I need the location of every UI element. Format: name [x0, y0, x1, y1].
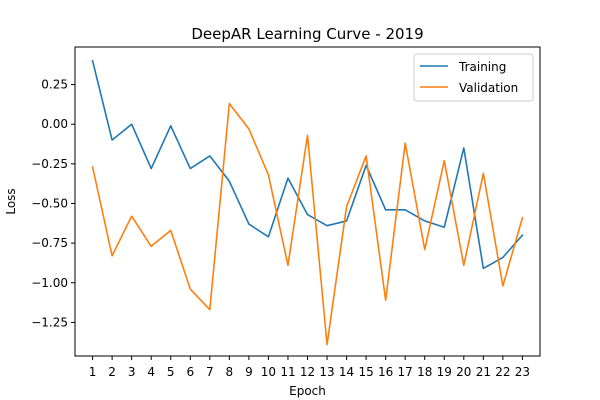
x-tick-label: 16: [378, 365, 393, 379]
x-tick-label: 9: [245, 365, 253, 379]
x-tick-label: 21: [476, 365, 491, 379]
x-tick-label: 19: [437, 365, 452, 379]
x-tick-label: 2: [108, 365, 116, 379]
y-axis-label: Loss: [4, 188, 18, 214]
x-tick-label: 20: [456, 365, 471, 379]
chart-title: DeepAR Learning Curve - 2019: [191, 25, 423, 43]
legend: Training Validation: [413, 53, 534, 102]
x-tick-label: 3: [128, 365, 136, 379]
legend-label-validation: Validation: [459, 81, 518, 95]
y-tick-label: −1.00: [31, 276, 68, 290]
x-tick-label: 10: [261, 365, 276, 379]
x-axis: 1 2 3 4 5 6 7 8 9 10 11 12 13 14 15 16 17 18 19 20 21 22 23: [89, 356, 530, 379]
y-tick-label: −1.25: [31, 315, 68, 329]
y-tick-label: 0.25: [41, 78, 68, 92]
x-tick-label: 4: [147, 365, 155, 379]
series-layer: [91, 59, 524, 346]
legend-label-training: Training: [458, 60, 506, 74]
x-tick-label: 11: [280, 365, 295, 379]
x-tick-label: 6: [186, 365, 194, 379]
series-line-validation: [91, 102, 524, 346]
y-axis: 0.25 0.00 −0.25 −0.50 −0.75 −1.00 −1.25: [31, 78, 75, 329]
x-tick-label: 22: [495, 365, 510, 379]
x-tick-label: 17: [398, 365, 413, 379]
x-tick-label: 7: [206, 365, 214, 379]
x-tick-label: 23: [515, 365, 530, 379]
x-tick-label: 5: [167, 365, 175, 379]
x-axis-label: Epoch: [289, 384, 326, 398]
x-tick-label: 12: [300, 365, 315, 379]
x-tick-label: 8: [226, 365, 234, 379]
y-tick-label: −0.50: [31, 196, 68, 210]
x-tick-label: 1: [89, 365, 97, 379]
x-tick-label: 13: [319, 365, 334, 379]
plot-frame: [74, 46, 541, 357]
x-tick-label: 14: [339, 365, 354, 379]
y-tick-label: −0.75: [31, 236, 68, 250]
series-line-training: [91, 59, 524, 270]
x-tick-label: 18: [417, 365, 432, 379]
y-tick-label: −0.25: [31, 157, 68, 171]
y-tick-label: 0.00: [41, 117, 68, 131]
x-tick-label: 15: [358, 365, 373, 379]
